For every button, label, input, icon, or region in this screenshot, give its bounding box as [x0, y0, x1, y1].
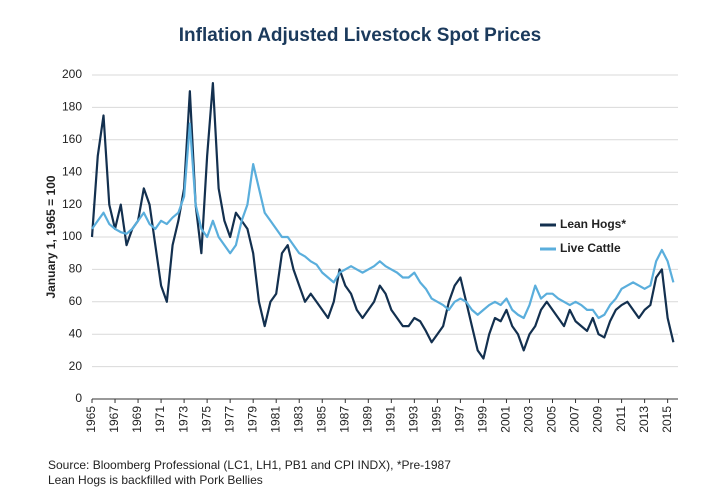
x-tick-label: 1997 — [453, 406, 467, 433]
x-tick-label: 1983 — [291, 406, 305, 433]
x-tick-label: 2001 — [499, 406, 513, 433]
x-tick-label: 1989 — [360, 406, 374, 433]
x-tick-label: 2011 — [614, 406, 628, 432]
x-tick-label: 1991 — [384, 406, 398, 433]
series-line — [90, 82, 675, 360]
series-line — [91, 122, 675, 320]
legend-label: Live Cattle — [560, 241, 621, 255]
x-tick-label: 1987 — [337, 406, 351, 433]
chart-title: Inflation Adjusted Livestock Spot Prices — [179, 25, 541, 46]
y-tick-label: 180 — [62, 100, 82, 114]
x-tick-label: 1965 — [84, 406, 98, 433]
x-tick-label: 1985 — [314, 406, 328, 433]
y-tick-label: 0 — [75, 391, 82, 405]
y-tick-label: 40 — [69, 326, 83, 340]
x-tick-label: 2005 — [545, 406, 559, 433]
x-tick-label: 2013 — [637, 406, 651, 433]
x-tick-label: 1993 — [407, 406, 421, 433]
y-tick-label: 140 — [62, 164, 82, 178]
y-tick-label: 160 — [62, 132, 82, 146]
y-tick-label: 120 — [62, 197, 82, 211]
y-tick-label: 200 — [62, 67, 82, 81]
x-tick-label: 1975 — [199, 406, 213, 433]
x-tick-label: 1967 — [107, 406, 121, 433]
source-note: Source: Bloomberg Professional (LC1, LH1… — [48, 458, 451, 487]
x-tick-label: 1973 — [176, 406, 190, 433]
y-tick-label: 100 — [62, 229, 82, 243]
x-tick-label: 1977 — [222, 406, 236, 433]
y-tick-label: 20 — [69, 359, 83, 373]
x-tick-label: 1969 — [130, 406, 144, 433]
legend-label: Lean Hogs* — [560, 217, 626, 231]
x-tick-label: 1995 — [430, 406, 444, 433]
x-tick-label: 2003 — [522, 406, 536, 433]
x-tick-label: 1981 — [268, 406, 282, 433]
x-tick-label: 2009 — [591, 406, 605, 433]
y-axis-label: January 1, 1965 = 100 — [44, 175, 58, 298]
x-tick-label: 1971 — [153, 406, 167, 433]
x-tick-label: 2007 — [568, 406, 582, 433]
y-tick-label: 80 — [69, 262, 83, 276]
x-tick-label: 1999 — [476, 406, 490, 433]
y-tick-label: 60 — [69, 294, 83, 308]
x-tick-label: 1979 — [245, 406, 259, 433]
x-tick-label: 2015 — [660, 406, 674, 433]
